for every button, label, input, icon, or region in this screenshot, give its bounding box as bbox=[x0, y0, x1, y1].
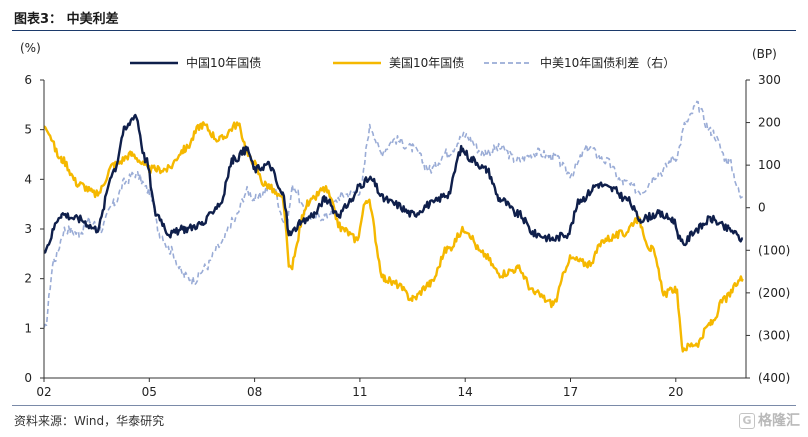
x-tick-label: 11 bbox=[352, 385, 367, 399]
watermark: G 格隆汇 bbox=[739, 410, 800, 430]
legend: 中国10年国债 美国10年国债 中美10年国债利差（右） bbox=[130, 55, 675, 70]
chart-title: 图表3： 中美利差 bbox=[14, 12, 119, 27]
series-line-2 bbox=[43, 100, 744, 328]
left-tick-label: 1 bbox=[24, 321, 32, 335]
right-tick-label: (300) bbox=[758, 328, 790, 342]
x-tick-label: 08 bbox=[247, 385, 262, 399]
left-tick-label: 4 bbox=[24, 172, 32, 186]
right-tick-label: (200) bbox=[758, 286, 790, 300]
right-tick-label: 300 bbox=[758, 73, 781, 87]
legend-label-2: 中美10年国债利差（右） bbox=[540, 55, 675, 70]
axes-layer: (%) (BP) 0 1 2 3 4 5 6 300 200 100 0 (100) (200) (300) (… bbox=[20, 41, 790, 399]
footer-rule bbox=[12, 405, 796, 406]
left-tick-label: 0 bbox=[24, 371, 32, 385]
x-tick-label: 17 bbox=[563, 385, 578, 399]
watermark-text: 格隆汇 bbox=[758, 413, 800, 429]
right-tick-label: (400) bbox=[758, 371, 790, 385]
x-tick-label: 02 bbox=[36, 385, 51, 399]
legend-label-1: 美国10年国债 bbox=[389, 56, 464, 70]
left-tick-label: 3 bbox=[24, 222, 32, 236]
x-tick-label: 14 bbox=[458, 385, 473, 399]
x-tick-label: 20 bbox=[668, 385, 683, 399]
series-line-1 bbox=[43, 121, 744, 353]
x-tick-label: 05 bbox=[142, 385, 157, 399]
source-note: 资料来源：Wind，华泰研究 bbox=[14, 414, 165, 428]
right-tick-label: 200 bbox=[758, 116, 781, 130]
left-axis-unit: (%) bbox=[20, 41, 41, 55]
series-layer bbox=[43, 100, 744, 353]
right-axis-unit: (BP) bbox=[752, 47, 777, 61]
right-tick-label: 100 bbox=[758, 158, 781, 172]
left-tick-label: 2 bbox=[24, 272, 32, 286]
left-tick-label: 6 bbox=[24, 73, 32, 87]
title-rule bbox=[12, 30, 796, 31]
right-tick-label: 0 bbox=[758, 201, 766, 215]
left-tick-label: 5 bbox=[24, 123, 32, 137]
right-tick-label: (100) bbox=[758, 243, 790, 257]
series-line-0 bbox=[43, 113, 744, 254]
watermark-logo-icon: G bbox=[739, 413, 755, 429]
legend-label-0: 中国10年国债 bbox=[186, 55, 261, 70]
